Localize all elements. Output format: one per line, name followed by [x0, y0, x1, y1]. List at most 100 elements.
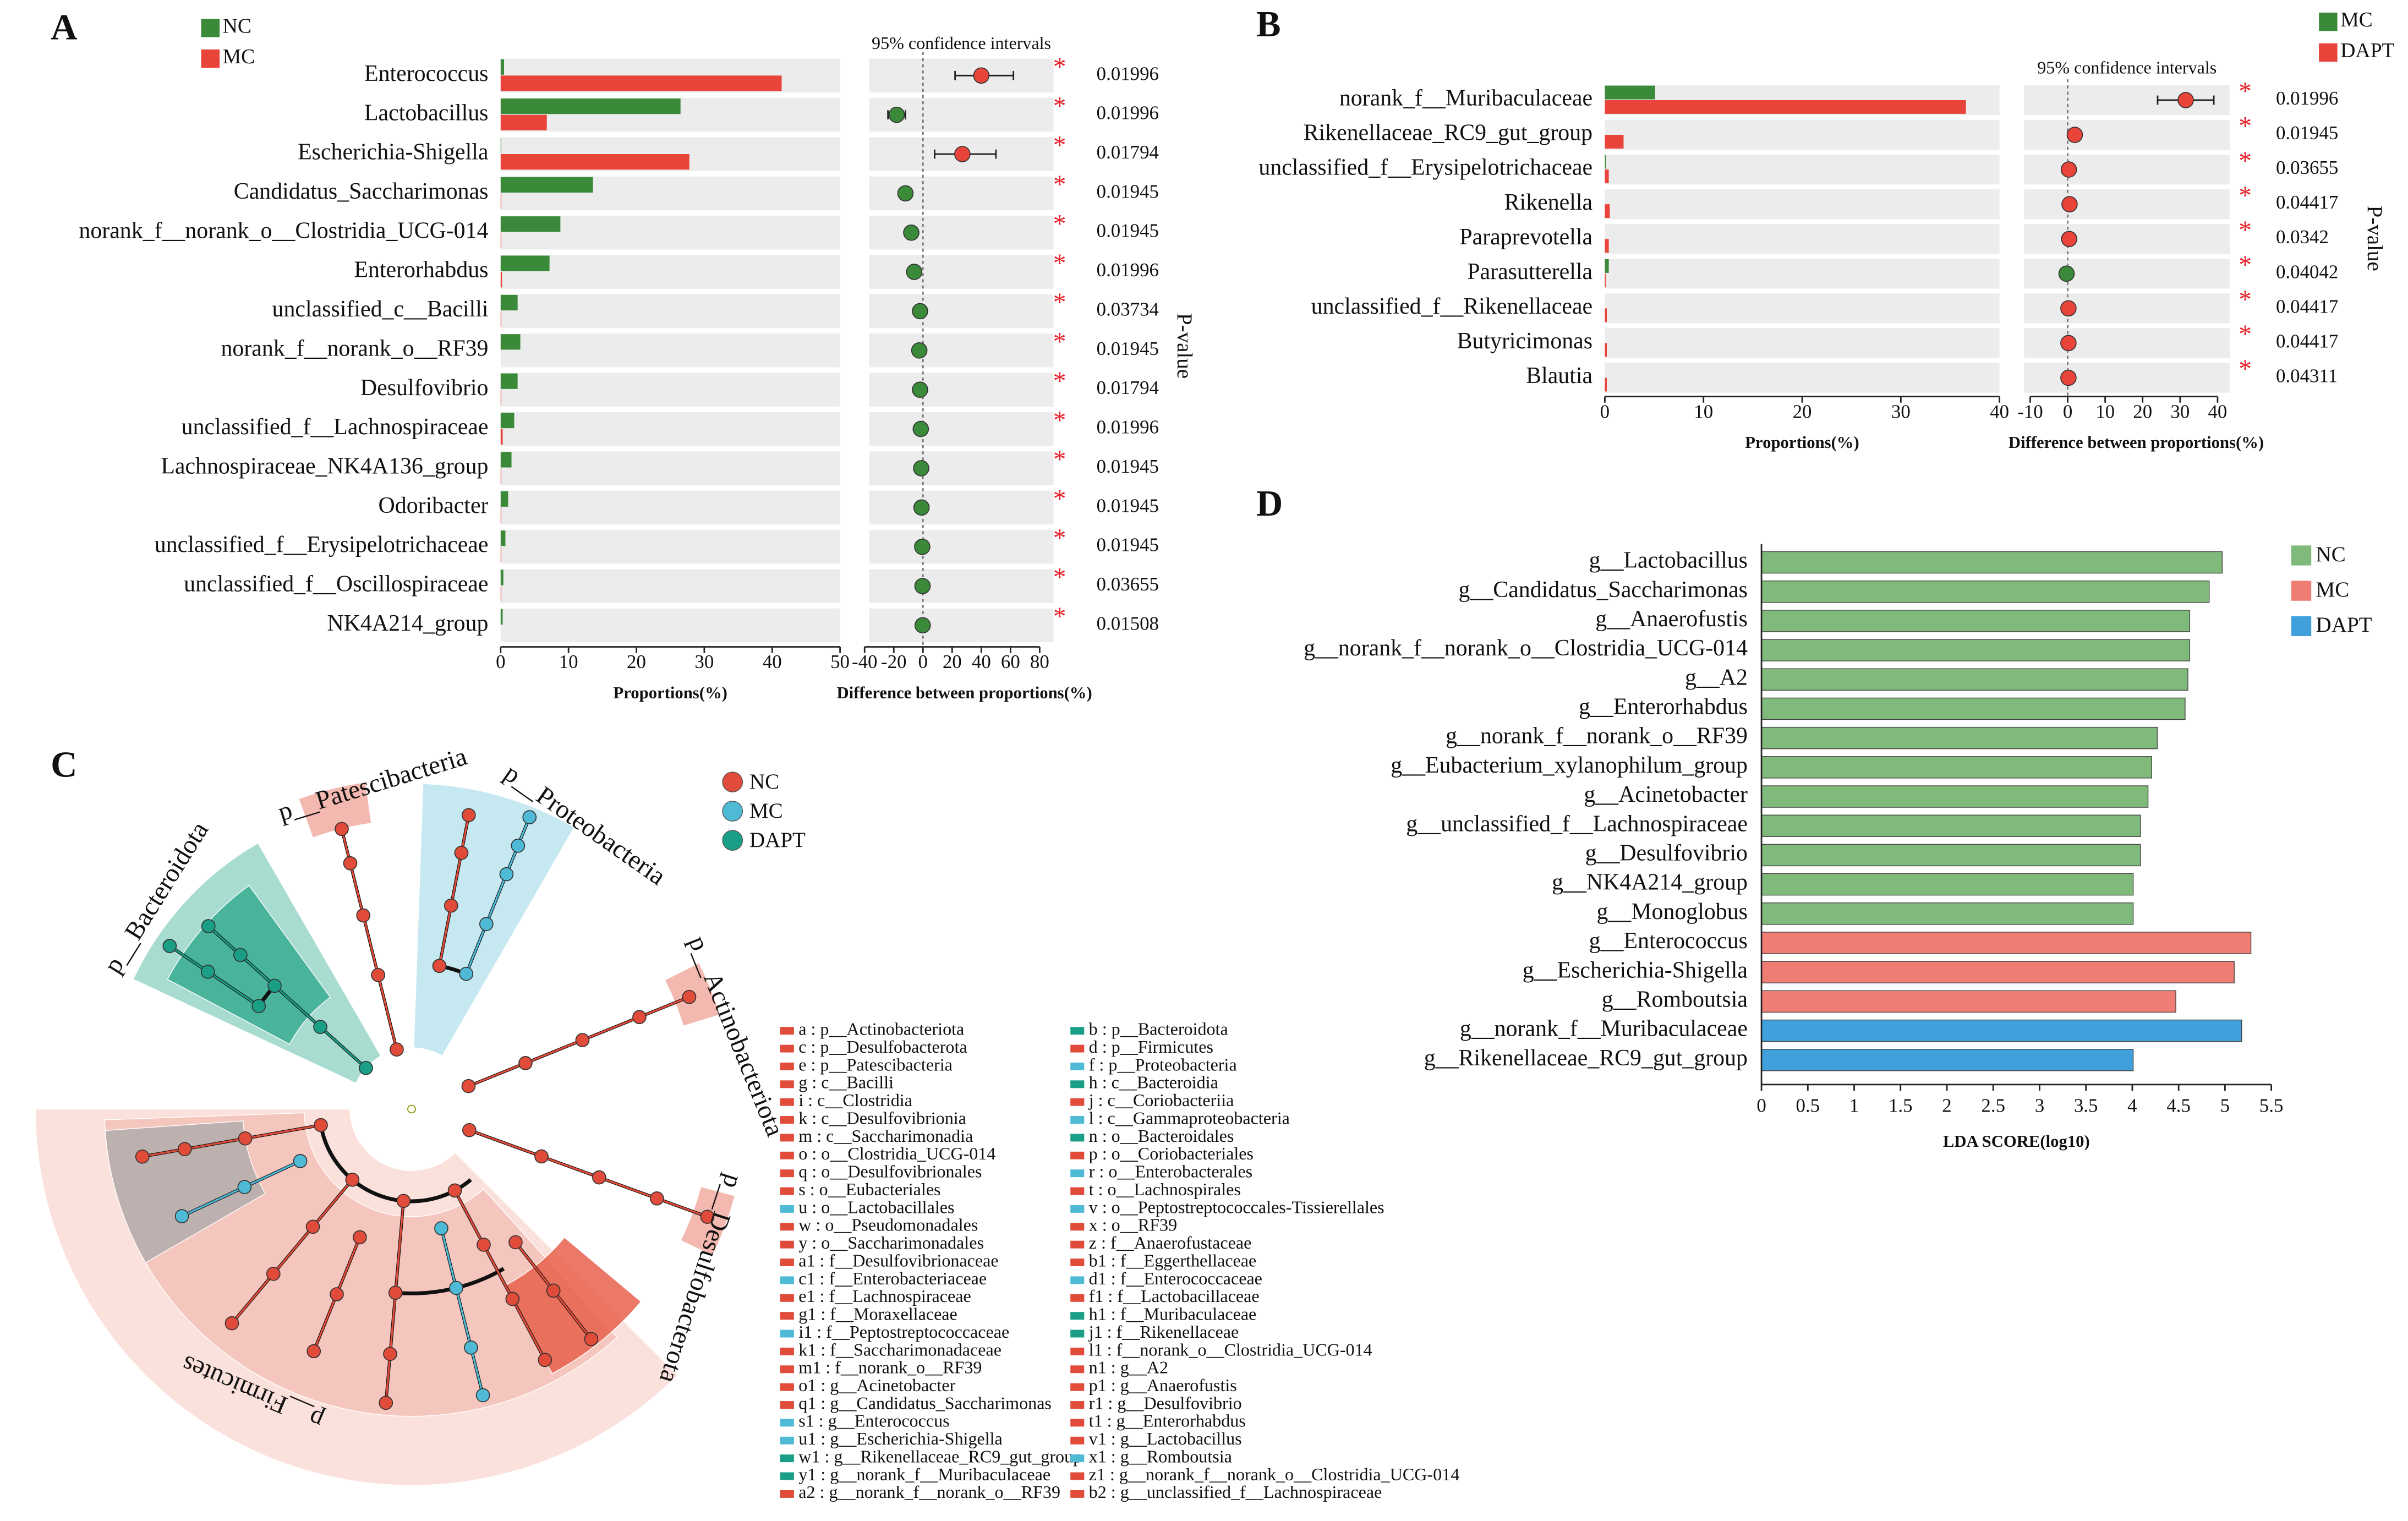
key-marker: [1070, 1169, 1085, 1178]
key-marker: [780, 1312, 794, 1320]
category-label: unclassified_c__Bacilli: [272, 297, 489, 322]
key-label: n : o__Bacteroidales: [1089, 1126, 1234, 1146]
category-label: Paraprevotella: [1459, 225, 1592, 250]
key-marker: [1070, 1365, 1085, 1374]
tree-node: [388, 1285, 403, 1300]
x-tick-label: 40: [763, 651, 782, 672]
category-label: norank_f__Muribaculaceae: [1339, 86, 1592, 111]
row-band: [869, 412, 1054, 446]
x-tick-label: 1.5: [1889, 1095, 1913, 1117]
bar: [1761, 1049, 2134, 1071]
legend-swatch: [201, 19, 220, 37]
bar: [1605, 204, 1610, 218]
bar: [500, 59, 504, 75]
key-label: k : c__Desulfovibrionia: [798, 1108, 966, 1128]
key-marker: [1070, 1490, 1085, 1498]
significance: *: [1053, 367, 1066, 396]
row-band: [2024, 119, 2230, 150]
key-label: y1 : g__norank_f__Muribaculaceae: [798, 1464, 1050, 1484]
bar: [1605, 100, 1966, 114]
tree-branch: [385, 1201, 405, 1403]
tree-node: [238, 1131, 253, 1146]
significance: *: [1053, 563, 1066, 592]
tree-branch: [454, 1190, 546, 1361]
bar: [1605, 135, 1624, 149]
x-tick-label: 0: [1600, 401, 1610, 422]
row-band: [1605, 259, 2000, 289]
key-label: o1 : g__Acinetobacter: [798, 1375, 955, 1395]
category-label: unclassified_f__Oscillospiraceae: [184, 572, 488, 597]
key-marker: [1070, 1401, 1085, 1409]
tree-node: [267, 978, 282, 993]
tree-node: [462, 1123, 477, 1137]
tree-branch: [469, 1129, 708, 1218]
tree-node: [201, 919, 216, 933]
tree-node: [475, 1388, 490, 1403]
bar: [1761, 844, 2141, 867]
tree-node: [682, 989, 697, 1004]
x-tick-label: 40: [1990, 401, 2009, 422]
tree-node: [305, 1219, 320, 1234]
p-value: 0.03734: [1097, 298, 1159, 320]
key-label: g : c__Bacilli: [798, 1073, 894, 1092]
category-label: Enterococcus: [364, 61, 488, 86]
x-tick-label: -40: [852, 651, 878, 672]
tree-node: [307, 1344, 321, 1359]
p-value: 0.01945: [1097, 456, 1159, 477]
tree-branch: [169, 945, 260, 1007]
tree-node: [511, 838, 526, 853]
bar: [1605, 377, 1607, 392]
row-band: [1605, 328, 2000, 358]
tree-node: [313, 1020, 327, 1034]
difference-dot: [906, 264, 923, 280]
x-tick-label: 1: [1849, 1095, 1859, 1117]
significance: *: [1053, 171, 1066, 199]
key-marker: [780, 1044, 794, 1053]
key-label: u1 : g__Escherichia-Shigella: [798, 1429, 1003, 1448]
difference-dot: [888, 106, 905, 123]
x-tick-label: 2.5: [1981, 1095, 2005, 1117]
significance: *: [2239, 147, 2252, 176]
bar: [500, 491, 508, 507]
bar: [1761, 580, 2210, 603]
row-band: [500, 608, 840, 643]
category-label: Rikenella: [1504, 190, 1592, 215]
bar: [1605, 239, 1609, 253]
bar: [1605, 308, 1607, 322]
key-marker: [780, 1240, 794, 1249]
p-value: 0.01945: [1097, 495, 1159, 516]
significance: *: [2239, 112, 2252, 141]
tree-node: [464, 1340, 478, 1355]
tree-node: [477, 1238, 491, 1252]
tree-branch: [142, 1124, 321, 1158]
x-axis-title: Proportions(%): [1745, 433, 1859, 452]
key-marker: [1070, 1383, 1085, 1391]
tree-node: [379, 1396, 393, 1410]
legend-marker: [722, 801, 743, 822]
key-marker: [780, 1365, 794, 1374]
category-label: Butyricimonas: [1457, 329, 1592, 354]
row-band: [500, 529, 840, 564]
key-marker: [780, 1294, 794, 1302]
panel-label: D: [1256, 483, 1283, 524]
category-label: g__Escherichia-Shigella: [1523, 958, 1748, 983]
tree-node: [518, 1056, 533, 1070]
tree-node: [534, 1149, 549, 1164]
bar: [500, 429, 503, 445]
row-band: [500, 569, 840, 603]
x-axis-title: Proportions(%): [613, 683, 727, 702]
key-label: q : o__Desulfovibrionales: [798, 1162, 982, 1181]
key-marker: [780, 1062, 794, 1070]
key-marker: [1070, 1347, 1085, 1355]
x-axis-title: Difference between proportions(%): [2009, 433, 2264, 452]
tree-node: [505, 1292, 520, 1306]
significance: *: [2239, 286, 2252, 314]
tree-node: [383, 1347, 397, 1361]
tree-node: [449, 1281, 463, 1295]
row-band: [500, 490, 840, 524]
tree-node: [447, 1183, 462, 1198]
p-value: 0.01996: [1097, 63, 1159, 84]
significance: *: [1053, 53, 1066, 81]
legend-label: DAPT: [2316, 613, 2372, 637]
p-value: 0.01996: [1097, 102, 1159, 124]
